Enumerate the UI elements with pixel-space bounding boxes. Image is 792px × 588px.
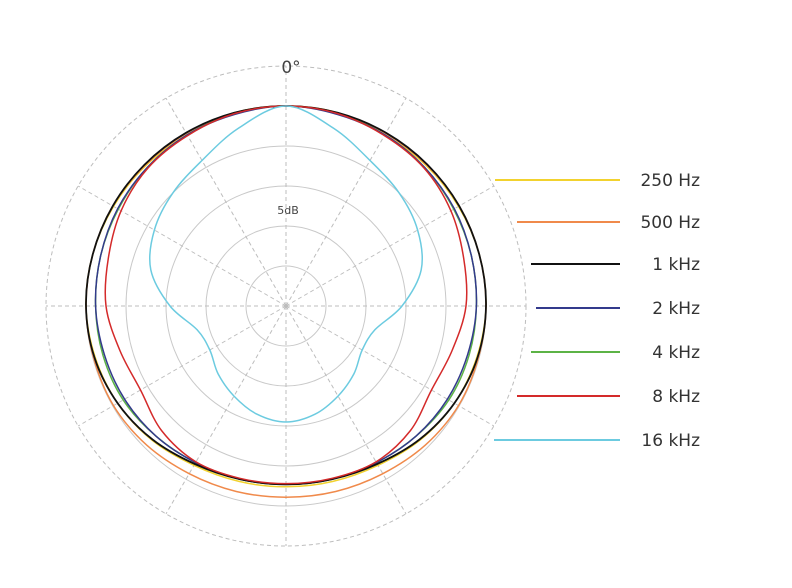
grid-spoke-30deg: [285, 97, 407, 307]
polar-grid: [45, 65, 527, 547]
angle-label-0deg: 0°: [281, 58, 300, 78]
grid-spoke-120deg: [285, 305, 495, 427]
legend-label-4khz: 4 kHz: [652, 343, 700, 363]
legend-label-16khz: 16 kHz: [641, 431, 700, 451]
series-layer: [85, 105, 487, 498]
legend-label-2khz: 2 kHz: [652, 299, 700, 319]
grid-spoke-240deg: [77, 305, 287, 427]
grid-ring-m20db: [245, 265, 327, 347]
series-line-16khz: [148, 105, 424, 423]
grid-spoke-300deg: [77, 185, 287, 307]
grid-ring-m5db: [125, 145, 447, 467]
legend-label-1khz: 1 kHz: [652, 255, 700, 275]
grid-spoke-210deg: [165, 305, 287, 515]
grid-spoke-60deg: [285, 185, 495, 307]
legend: 250 Hz 500 Hz 1 kHz 2 kHz 4 kHz 8 kHz 16 kHz: [494, 171, 700, 451]
legend-label-8khz: 8 kHz: [652, 387, 700, 407]
grid-spoke-330deg: [165, 97, 287, 307]
ring-label-5db: 5dB: [277, 204, 299, 217]
series-line-1khz: [85, 105, 487, 486]
series-line-8khz: [104, 105, 468, 485]
legend-label-250hz: 250 Hz: [640, 171, 700, 191]
legend-label-500hz: 500 Hz: [640, 213, 700, 233]
grid-spoke-150deg: [285, 305, 407, 515]
